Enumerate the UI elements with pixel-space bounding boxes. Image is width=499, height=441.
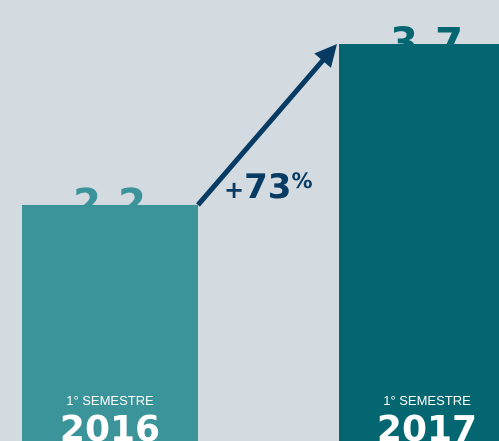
category-prefix-2016: 1° SEMESTRE	[66, 393, 154, 408]
growth-arrow-head	[314, 44, 337, 68]
bar-2016	[22, 204, 198, 441]
growth-value: 73	[244, 167, 291, 207]
value-label-2016: 2,2	[73, 181, 147, 227]
growth-arrow-shaft	[196, 57, 326, 207]
category-label-2016: 2016	[60, 409, 160, 441]
category-label-2017: 2017	[377, 409, 477, 441]
growth-unit: %	[291, 169, 312, 193]
growth-annotation: +73%	[224, 167, 312, 207]
category-prefix-2017: 1° SEMESTRE	[383, 393, 471, 408]
bar-2017	[339, 44, 499, 441]
value-label-2017: 3,7	[390, 20, 464, 66]
growth-sign: +	[224, 176, 244, 204]
